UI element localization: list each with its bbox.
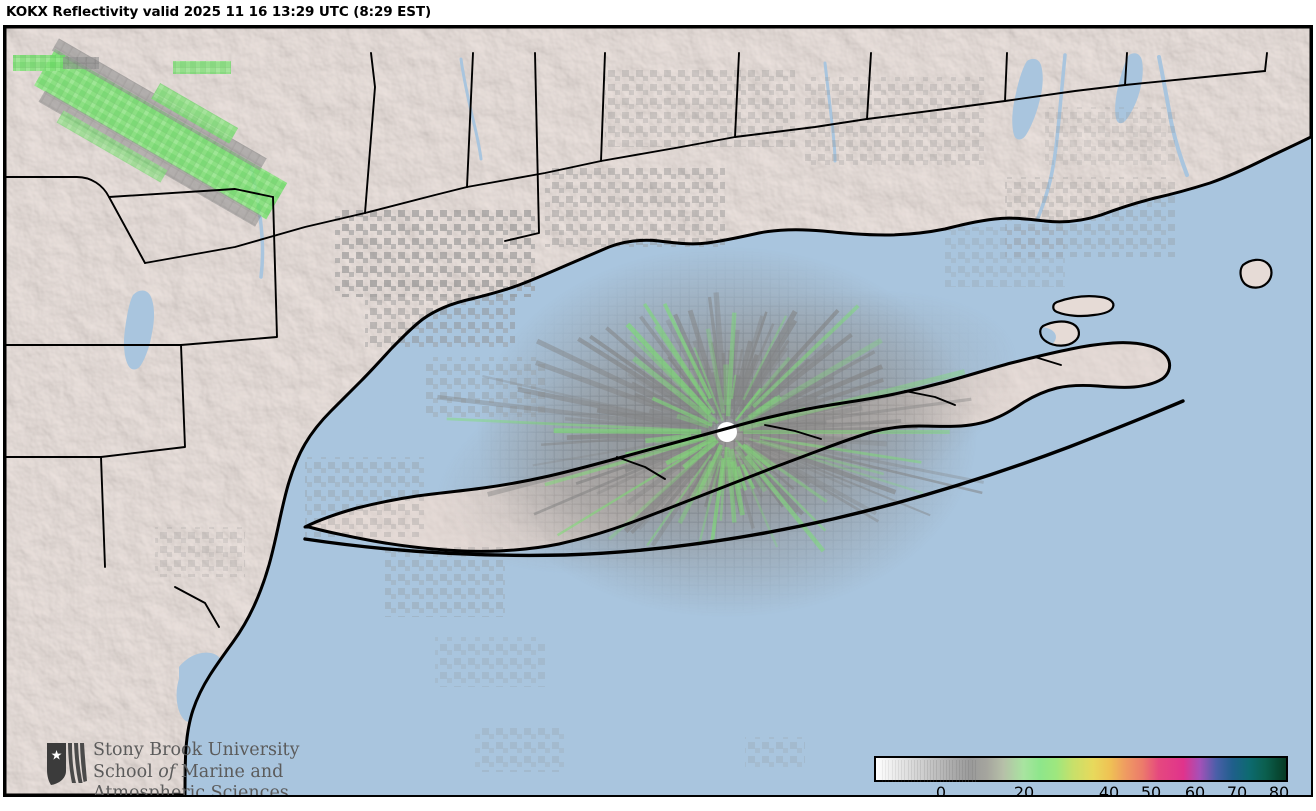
colorbar: 0 20 40 50 60 70 80: [874, 756, 1290, 797]
colorbar-stripe: [974, 760, 976, 782]
colorbar-stripe: [923, 760, 925, 782]
colorbar-stripe: [971, 760, 973, 782]
water-layer: [5, 27, 1311, 795]
sbu-logo: Stony Brook University School of Marine …: [45, 740, 345, 797]
map-canvas[interactable]: [5, 27, 1311, 795]
colorbar-stripe: [942, 760, 944, 782]
colorbar-stripe: [914, 760, 915, 782]
colorbar-tick-60: 60: [1184, 783, 1206, 797]
colorbar-stripe: [898, 760, 899, 782]
colorbar-stripe: [910, 760, 912, 782]
colorbar-stripe: [933, 760, 935, 782]
colorbar-stripe: [965, 760, 967, 782]
colorbar-stripe: [894, 760, 896, 782]
sbu-logo-text: Stony Brook University School of Marine …: [93, 740, 345, 797]
colorbar-tick-70: 70: [1226, 783, 1248, 797]
colorbar-stripe: [949, 760, 951, 782]
logo-line-2-c: Marine and: [175, 761, 284, 782]
logo-line-2-a: School: [93, 761, 159, 782]
colorbar-tick-labels: 0 20 40 50 60 70 80: [874, 783, 1290, 797]
logo-line-2: School of Marine and: [93, 762, 345, 784]
colorbar-stripe: [882, 760, 883, 782]
colorbar-tick-0: 0: [935, 783, 947, 797]
logo-line-1: Stony Brook University: [93, 740, 300, 760]
title-bar: KOKX Reflectivity valid 2025 11 16 13:29…: [0, 0, 1316, 25]
stony-brook-shield-icon: [47, 743, 87, 785]
colorbar-stripe: [962, 760, 963, 782]
colorbar-stripe: [939, 760, 941, 782]
colorbar-stripe: [891, 760, 893, 782]
colorbar-stripe: [907, 760, 909, 782]
colorbar-stripe: [901, 760, 903, 782]
map-frame[interactable]: 0 20 40 50 60 70 80 Stony Brook: [3, 25, 1313, 797]
colorbar-stripe: [958, 760, 960, 782]
page-title: KOKX Reflectivity valid 2025 11 16 13:29…: [6, 4, 432, 20]
colorbar-stripe: [917, 760, 919, 782]
logo-line-3: Atmospheric Sciences: [93, 783, 289, 797]
colorbar-stripe: [936, 760, 938, 782]
colorbar-stripe: [920, 760, 922, 782]
colorbar-stripe: [952, 760, 954, 782]
colorbar-stripe: [968, 760, 970, 782]
colorbar-stripe: [955, 760, 957, 782]
colorbar-stripe: [946, 760, 947, 782]
colorbar-tick-80: 80: [1268, 783, 1290, 797]
colorbar-stripe: [904, 760, 906, 782]
logo-line-2-b: of: [158, 761, 176, 782]
colorbar-tick-20: 20: [1013, 783, 1035, 797]
colorbar-gradient: [874, 756, 1288, 782]
colorbar-tick-40: 40: [1098, 783, 1120, 797]
colorbar-stripe: [930, 760, 931, 782]
colorbar-stripe: [888, 760, 890, 782]
colorbar-stripe: [926, 760, 928, 782]
colorbar-tick-50: 50: [1140, 783, 1162, 797]
colorbar-stripe: [885, 760, 887, 782]
